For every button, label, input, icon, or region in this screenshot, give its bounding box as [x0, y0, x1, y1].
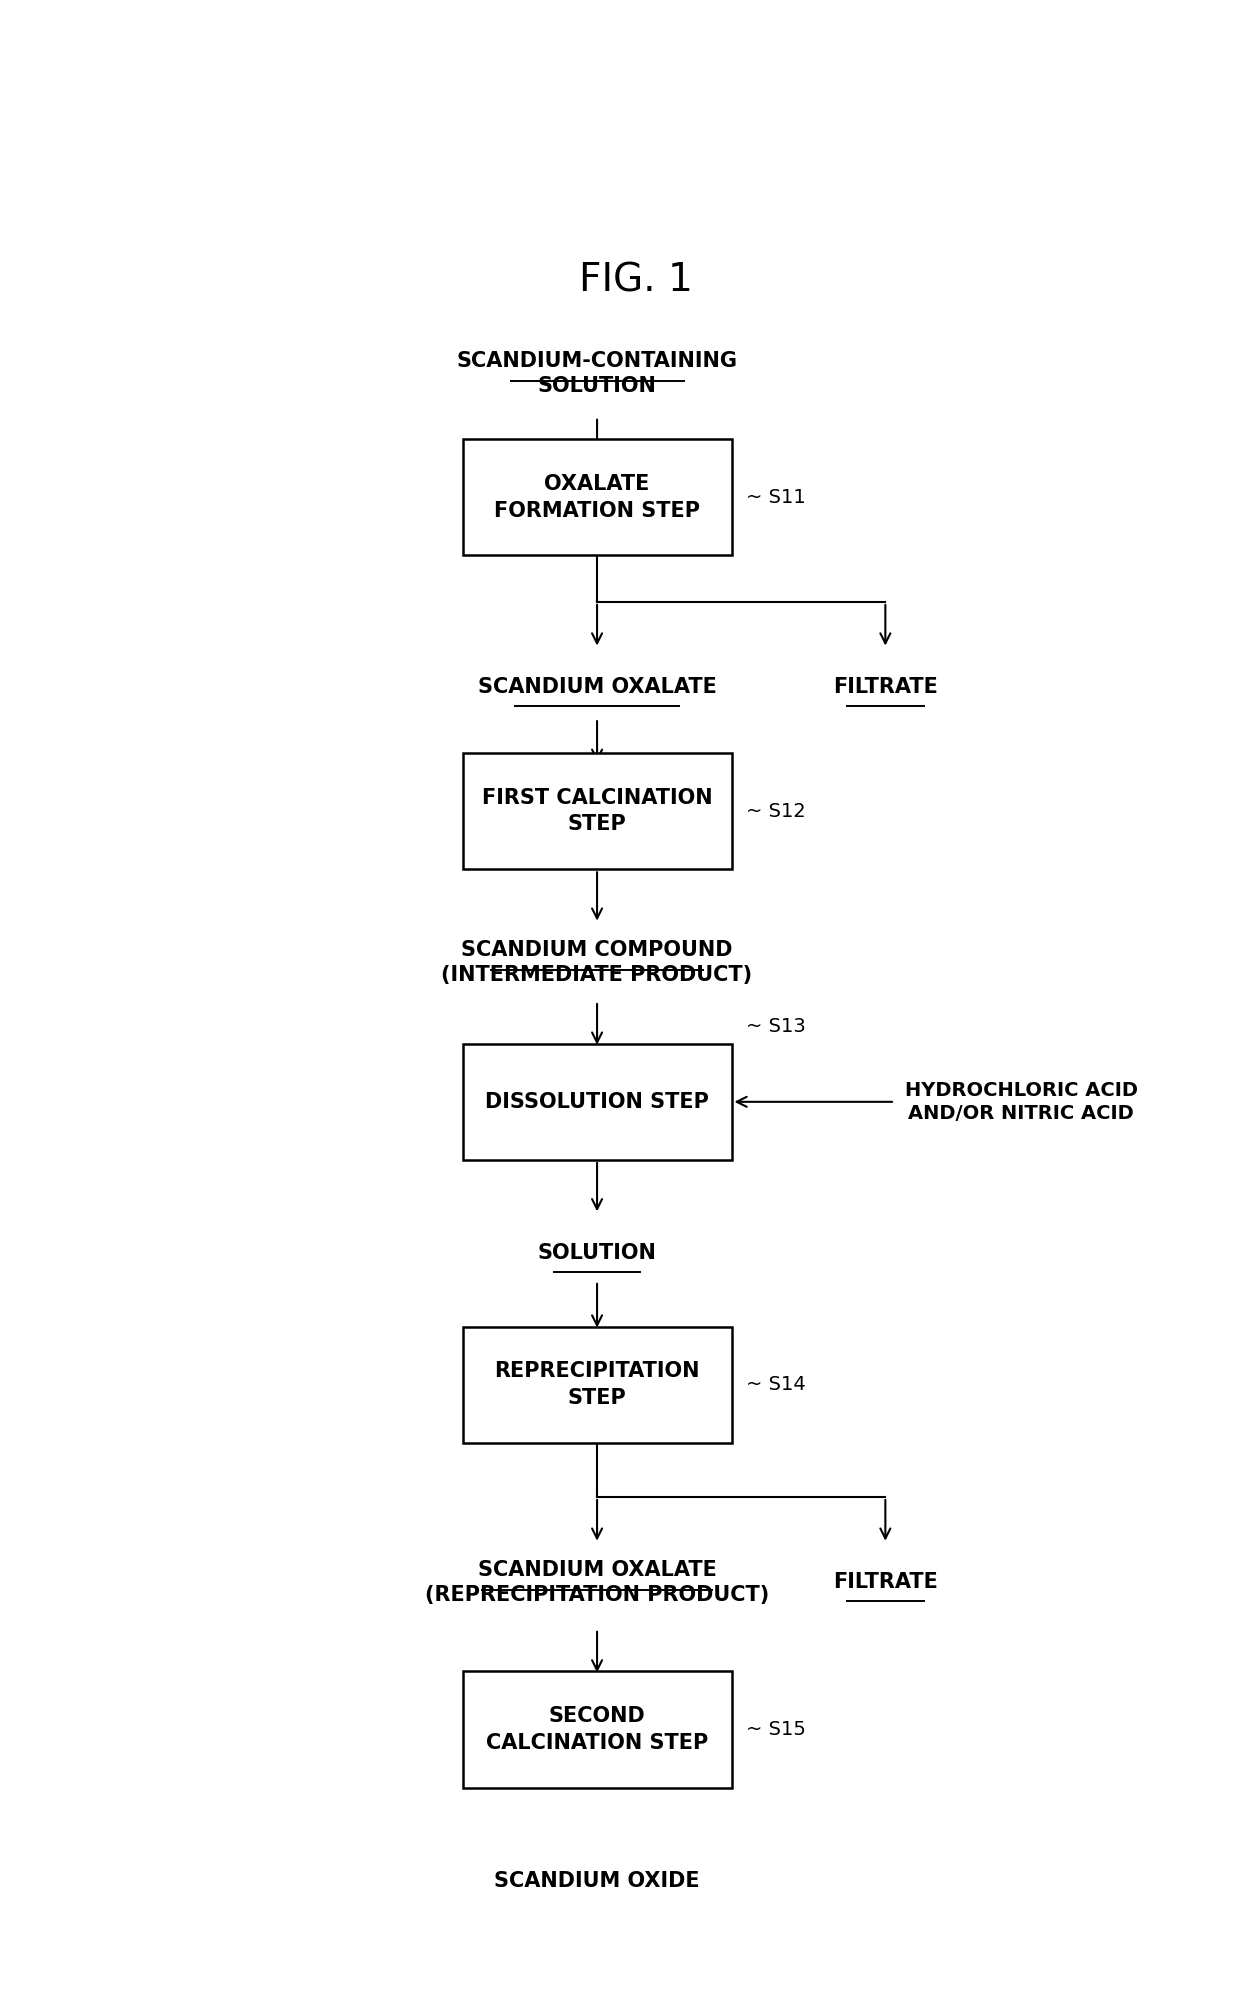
Text: SCANDIUM OXALATE: SCANDIUM OXALATE	[477, 676, 717, 696]
Text: HYDROCHLORIC ACID
AND/OR NITRIC ACID: HYDROCHLORIC ACID AND/OR NITRIC ACID	[904, 1081, 1137, 1123]
Text: ~ S15: ~ S15	[746, 1719, 806, 1739]
Text: SOLUTION: SOLUTION	[538, 1242, 656, 1262]
Text: FILTRATE: FILTRATE	[833, 1572, 937, 1592]
Text: SCANDIUM OXIDE: SCANDIUM OXIDE	[495, 1870, 699, 1890]
Text: FIRST CALCINATION
STEP: FIRST CALCINATION STEP	[482, 787, 712, 835]
Bar	[463, 439, 732, 556]
Bar	[463, 1327, 732, 1443]
Text: SCANDIUM OXALATE
(REPRECIPITATION PRODUCT): SCANDIUM OXALATE (REPRECIPITATION PRODUC…	[425, 1560, 769, 1604]
Bar	[463, 753, 732, 870]
Text: SCANDIUM COMPOUND
(INTERMEDIATE PRODUCT): SCANDIUM COMPOUND (INTERMEDIATE PRODUCT)	[441, 940, 753, 984]
Bar	[463, 1671, 732, 1788]
Bar	[463, 1043, 732, 1159]
Text: SECOND
CALCINATION STEP: SECOND CALCINATION STEP	[486, 1707, 708, 1753]
Text: REPRECIPITATION
STEP: REPRECIPITATION STEP	[495, 1361, 699, 1407]
Text: OXALATE
FORMATION STEP: OXALATE FORMATION STEP	[494, 475, 701, 521]
Text: FIG. 1: FIG. 1	[579, 262, 692, 300]
Text: SCANDIUM-CONTAINING
SOLUTION: SCANDIUM-CONTAINING SOLUTION	[456, 350, 738, 397]
Text: DISSOLUTION STEP: DISSOLUTION STEP	[485, 1091, 709, 1111]
Text: FILTRATE: FILTRATE	[833, 676, 937, 696]
Text: ~ S14: ~ S14	[746, 1375, 806, 1395]
Text: ~ S12: ~ S12	[746, 801, 806, 821]
Text: ~ S11: ~ S11	[746, 487, 806, 507]
Text: ~ S13: ~ S13	[746, 1017, 806, 1037]
